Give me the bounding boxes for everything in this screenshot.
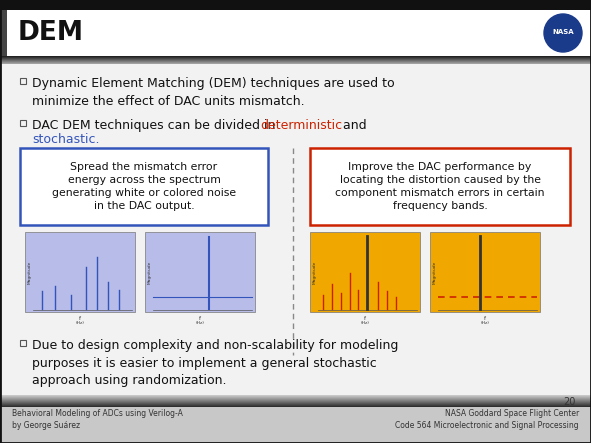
Bar [0,62,591,63]
Text: Behavioral Modeling of ADCs using Verilog-A
by George Suárez: Behavioral Modeling of ADCs using Verilo… [12,409,183,431]
Bar [0,401,591,402]
Bar [0,396,591,397]
Bar [20,148,268,225]
Bar [0,63,591,64]
Bar [0,407,591,443]
Text: Improve the DAC performance by
locating the distortion caused by the
component m: Improve the DAC performance by locating … [335,162,545,211]
Bar [25,232,135,312]
Bar [430,232,540,312]
Text: f: f [199,316,201,321]
Text: stochastic.: stochastic. [32,133,99,146]
Text: Due to design complexity and non-scalability for modeling
purposes it is easier : Due to design complexity and non-scalabi… [32,339,398,387]
Bar [0,59,591,60]
Bar [0,400,591,401]
Text: NASA Goddard Space Flight Center
Code 564 Microelectronic and Signal Processing: NASA Goddard Space Flight Center Code 56… [395,409,579,431]
Bar [0,57,591,58]
Bar [0,404,591,405]
Text: f: f [484,316,486,321]
Circle shape [544,14,582,52]
Text: Magnitude: Magnitude [433,260,437,284]
Text: (Hz): (Hz) [480,321,489,325]
Bar [145,232,255,312]
Text: (Hz): (Hz) [76,321,85,325]
Text: (Hz): (Hz) [361,321,369,325]
Text: Magnitude: Magnitude [313,260,317,284]
Bar [0,10,7,56]
Bar [0,61,591,62]
Bar [0,56,591,64]
Text: Dynamic Element Matching (DEM) techniques are used to
minimize the effect of DAC: Dynamic Element Matching (DEM) technique… [32,77,395,108]
Text: NASA: NASA [552,29,574,35]
Text: (Hz): (Hz) [196,321,204,325]
Bar [0,402,591,403]
Text: Spread the mismatch error
energy across the spectrum
generating white or colored: Spread the mismatch error energy across … [52,162,236,211]
Bar [0,60,591,61]
Text: 20: 20 [564,397,576,407]
Text: deterministic: deterministic [260,119,342,132]
Bar [0,397,591,398]
Bar [310,148,570,225]
Text: DEM: DEM [18,20,84,46]
Bar [0,403,591,404]
Text: Magnitude: Magnitude [148,260,152,284]
Bar [20,78,26,84]
Text: DAC DEM techniques can be divided in: DAC DEM techniques can be divided in [32,119,280,132]
Bar [0,398,591,399]
Text: and: and [339,119,366,132]
Bar [0,406,591,407]
Bar [0,10,591,56]
Bar [20,340,26,346]
Bar [0,395,591,396]
Bar [310,232,420,312]
Text: Magnitude: Magnitude [28,260,32,284]
Text: f: f [79,316,81,321]
Bar [0,399,591,400]
Bar [20,120,26,126]
Bar [0,0,591,10]
Bar [0,58,591,59]
Bar [0,56,591,57]
Bar [0,405,591,406]
Text: f: f [364,316,366,321]
